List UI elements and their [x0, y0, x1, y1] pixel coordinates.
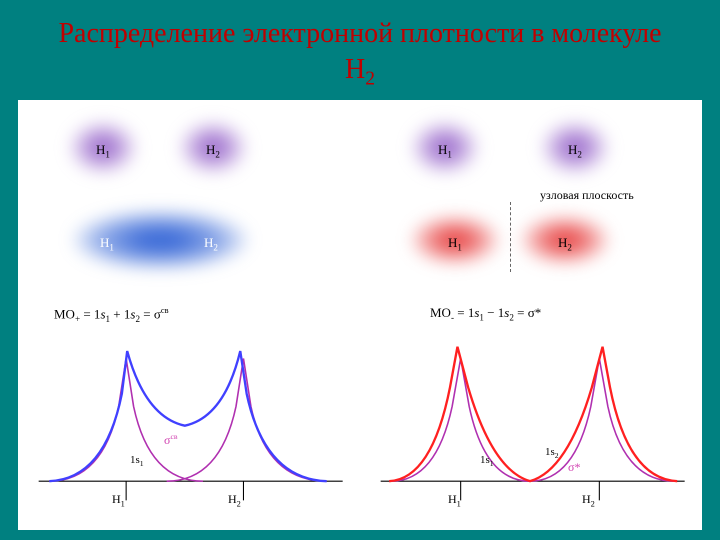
bonding-plot	[28, 340, 348, 505]
atom-label: H2	[204, 235, 218, 253]
atom-label: H2	[558, 235, 572, 253]
bonding-equation: МО+ = 1s1 + 1s2 = σсв	[54, 305, 169, 324]
antibonding-equation: МО- = 1s1 − 1s2 = σ*	[430, 305, 541, 323]
atomic-curve	[167, 359, 327, 482]
atomic-curve	[49, 359, 203, 482]
nodal-plane-line	[510, 202, 511, 272]
title-text: Распределение электронной плотности в мо…	[58, 18, 661, 85]
bonding-curve	[49, 351, 326, 481]
slide-title: Распределение электронной плотности в мо…	[0, 0, 720, 100]
atomic-curve	[391, 359, 530, 482]
axis-label: H1	[112, 492, 125, 508]
orbital-label: 1s1	[480, 454, 494, 468]
sigma-star-label: σ*	[568, 460, 580, 475]
antibonding-plot	[370, 340, 690, 505]
atom-label: H1	[438, 142, 452, 160]
diagram-panel: H1 H2 H1 H2 МО+ = 1s1 + 1s2 = σсв σсв 1s…	[18, 100, 702, 530]
atom-label: H2	[206, 142, 220, 160]
orbital-label: 1s1	[130, 454, 144, 468]
antibonding-half: H1 H2 узловая плоскость H1 H2 МО- = 1s1 …	[360, 100, 702, 530]
axis-label: H2	[582, 492, 595, 508]
sigma-sv-label: σсв	[164, 432, 178, 448]
bonding-half: H1 H2 H1 H2 МО+ = 1s1 + 1s2 = σсв σсв 1s…	[18, 100, 360, 530]
title-sub: 2	[365, 69, 375, 90]
atom-label: H2	[568, 142, 582, 160]
orbital-label: 1s2	[545, 446, 559, 460]
axis-label: H1	[448, 492, 461, 508]
axis-label: H2	[228, 492, 241, 508]
atom-label: H1	[100, 235, 114, 253]
nodal-plane-label: узловая плоскость	[540, 188, 634, 203]
antibonding-curve	[389, 347, 677, 481]
atomic-curve	[530, 359, 674, 482]
atom-label: H1	[448, 235, 462, 253]
atom-label: H1	[96, 142, 110, 160]
